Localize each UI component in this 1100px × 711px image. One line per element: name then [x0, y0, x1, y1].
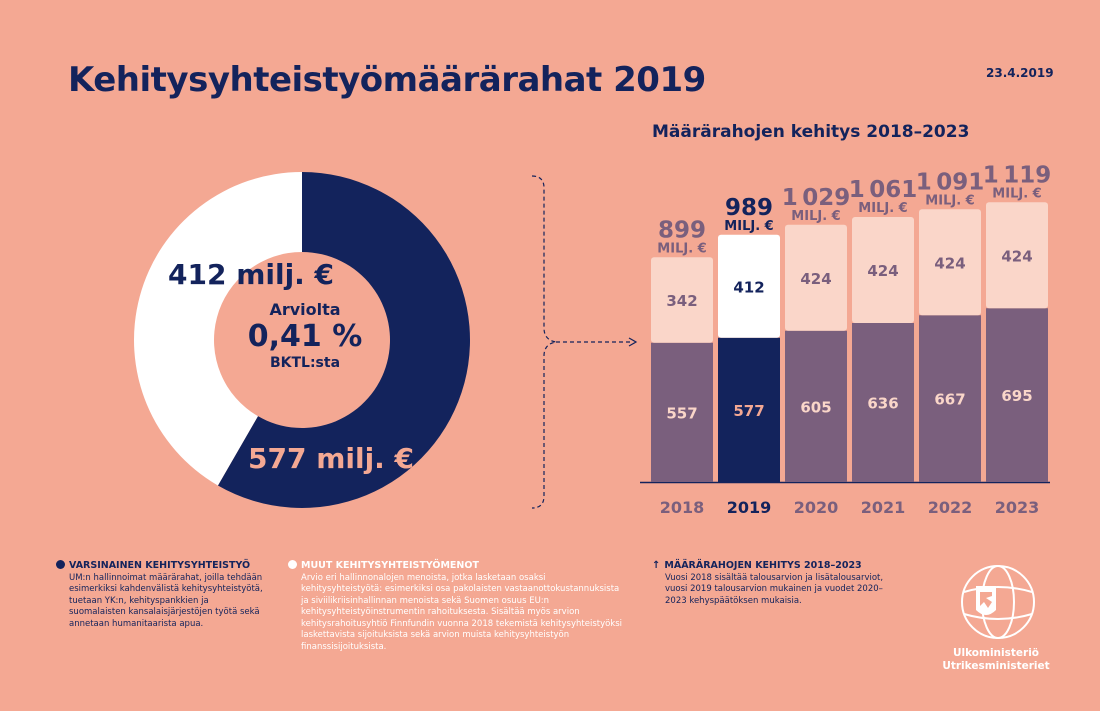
total-2020: 1 029 — [782, 185, 851, 211]
x-tick-2018: 2018 — [660, 498, 705, 517]
bar-varsinainen-2018 — [651, 342, 713, 482]
label-muut-2023: 424 — [1001, 247, 1032, 265]
total-unit-2018: MILJ. € — [657, 241, 706, 256]
legend-varsinainen-body: UM:n hallinnoimat määrärahat, joilla teh… — [69, 572, 263, 629]
bar-muut-2022 — [919, 209, 981, 316]
label-muut-2021: 424 — [867, 262, 898, 280]
bar-varsinainen-2022 — [919, 315, 981, 482]
bracket-connector — [531, 175, 557, 509]
total-unit-2023: MILJ. € — [992, 186, 1041, 201]
bar-muut-2019 — [718, 234, 780, 338]
legend-kehitys: ↑ MÄÄRÄRAHOJEN KEHITYS 2018–2023 Vuosi 20… — [652, 560, 884, 607]
donut-label-muut: 412 milj. € — [168, 258, 335, 291]
x-tick-2019: 2019 — [727, 498, 772, 517]
ministry-name-fi: Ulkoministeriö — [952, 647, 1040, 659]
x-tick-2023: 2023 — [995, 498, 1040, 517]
total-2022: 1 091 — [916, 169, 985, 195]
legend-kehitys-head: MÄÄRÄRAHOJEN KEHITYS 2018–2023 — [664, 560, 862, 571]
bar-varsinainen-2023 — [986, 308, 1048, 482]
label-varsinainen-2022: 667 — [934, 391, 965, 409]
bar-muut-2023 — [986, 202, 1048, 309]
donut-slice-varsinainen — [217, 172, 470, 508]
total-unit-2022: MILJ. € — [925, 193, 974, 208]
total-unit-2020: MILJ. € — [791, 209, 840, 224]
legend-muut: MUUT KEHITYSYHTEISTYÖMENOT Arvio eri hal… — [288, 560, 628, 653]
date: 23.4.2019 — [986, 66, 1054, 80]
label-muut-2018: 342 — [666, 292, 697, 310]
total-2023: 1 119 — [983, 162, 1052, 188]
donut-center-text: Arviolta 0,41 % BKTL:sta — [230, 300, 380, 371]
white-dot-icon — [288, 560, 297, 569]
ministry-emblem-icon — [961, 565, 1035, 639]
arrow-up-icon: ↑ — [652, 560, 661, 571]
total-unit-2021: MILJ. € — [858, 201, 907, 216]
label-varsinainen-2020: 605 — [800, 398, 831, 416]
label-varsinainen-2018: 557 — [666, 404, 697, 422]
bar-varsinainen-2020 — [785, 330, 847, 482]
total-unit-2019: MILJ. € — [724, 219, 773, 234]
label-varsinainen-2019: 577 — [733, 402, 764, 420]
donut-center-line3: BKTL:sta — [269, 355, 341, 371]
donut-center-line2: 0,41 % — [247, 319, 363, 354]
label-muut-2022: 424 — [934, 254, 965, 272]
legend-muut-head: MUUT KEHITYSYHTEISTYÖMENOT — [301, 560, 479, 571]
label-muut-2020: 424 — [800, 270, 831, 288]
donut-label-varsinainen: 577 milj. € — [248, 442, 415, 475]
total-2018: 899 — [658, 217, 706, 243]
legend-kehitys-body: Vuosi 2018 sisältää talousarvion ja lisä… — [665, 572, 884, 606]
total-2021: 1 061 — [849, 177, 918, 203]
x-tick-2021: 2021 — [861, 498, 906, 517]
ministry-name-sv: Utrikesministeriet — [942, 660, 1050, 672]
x-tick-2020: 2020 — [794, 498, 839, 517]
bar-varsinainen-2021 — [852, 323, 914, 482]
bar-muut-2021 — [852, 217, 914, 323]
x-tick-2022: 2022 — [928, 498, 973, 517]
legend-varsinainen: VARSINAINEN KEHITYSYHTEISTYÖ UM:n hallin… — [56, 560, 266, 630]
bar-chart-title: Määrärahojen kehitys 2018–2023 — [652, 122, 970, 142]
legend-varsinainen-head: VARSINAINEN KEHITYSYHTEISTYÖ — [69, 560, 251, 571]
arrow-right-icon — [628, 337, 638, 347]
label-muut-2019: 412 — [733, 278, 764, 296]
label-varsinainen-2023: 695 — [1001, 387, 1032, 405]
label-varsinainen-2021: 636 — [867, 395, 898, 413]
donut-center-line1: Arviolta — [269, 300, 341, 319]
legend-muut-body: Arvio eri hallinnonalojen menoista, jotk… — [301, 572, 623, 652]
page-title: Kehitysyhteistyömäärärahat 2019 — [68, 60, 706, 100]
navy-dot-icon — [56, 560, 65, 569]
bar-muut-2020 — [785, 224, 847, 331]
bar-varsinainen-2019 — [718, 337, 780, 482]
bar-muut-2018 — [651, 257, 713, 343]
donut-slice-muut — [133, 172, 302, 486]
ministry-name: Ulkoministeriö Utrikesministeriet — [930, 647, 1062, 673]
total-2019: 989 — [725, 195, 773, 221]
